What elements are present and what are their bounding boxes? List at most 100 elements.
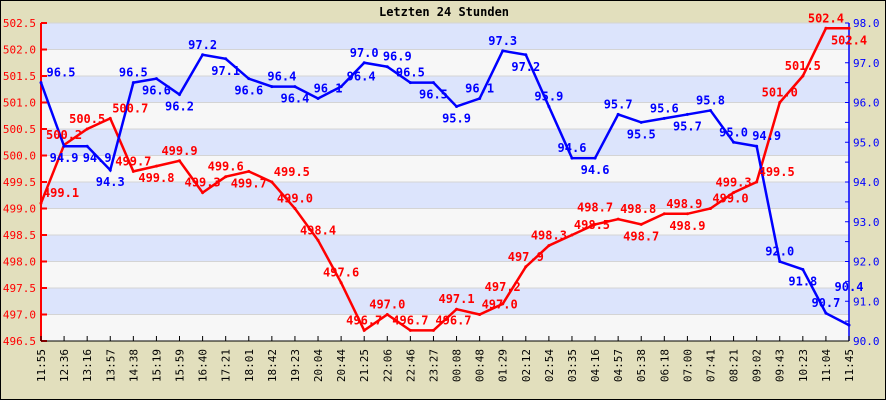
data-point xyxy=(501,49,505,53)
data-label: 501.5 xyxy=(785,59,821,73)
x-axis-tick-label: 17:21 xyxy=(220,349,233,382)
data-point xyxy=(270,180,274,184)
data-label: 96.5 xyxy=(119,66,148,80)
data-label: 498.3 xyxy=(531,229,567,243)
data-label: 499.9 xyxy=(161,144,197,158)
data-point xyxy=(62,144,66,148)
data-point xyxy=(108,168,112,172)
right-axis-tick-label: 97.0 xyxy=(853,57,880,70)
right-axis-tick-label: 98.0 xyxy=(853,17,880,30)
data-label: 97.3 xyxy=(488,34,517,48)
x-axis-tick-label: 03:35 xyxy=(566,349,579,382)
data-label: 97.1 xyxy=(211,64,240,78)
x-axis-tick-label: 13:16 xyxy=(81,349,94,382)
data-label: 94.9 xyxy=(83,151,112,165)
x-axis-tick-label: 01:29 xyxy=(497,349,510,382)
data-label: 497.9 xyxy=(508,250,544,264)
grid-band xyxy=(41,129,849,156)
left-axis-tick-label: 500.5 xyxy=(3,123,36,136)
data-point xyxy=(131,81,135,85)
data-label: 499.8 xyxy=(138,171,174,185)
data-point xyxy=(524,265,528,269)
data-point xyxy=(224,57,228,61)
data-label: 498.9 xyxy=(666,197,702,211)
data-point xyxy=(224,175,228,179)
data-label: 500.2 xyxy=(46,128,82,142)
right-axis-tick-label: 94.0 xyxy=(853,176,880,189)
x-axis-tick-label: 22:06 xyxy=(381,349,394,382)
data-point xyxy=(247,77,251,81)
left-axis-tick-label: 498.5 xyxy=(3,229,36,242)
left-axis-tick-label: 502.5 xyxy=(3,17,36,30)
data-point xyxy=(593,222,597,226)
data-label: 95.6 xyxy=(650,101,679,115)
data-point xyxy=(639,120,643,124)
series-line-left xyxy=(39,27,849,333)
data-label: 496.7 xyxy=(435,313,471,327)
data-point xyxy=(85,144,89,148)
data-point xyxy=(131,169,135,173)
data-label: 95.0 xyxy=(719,125,748,139)
data-label: 92.0 xyxy=(765,245,794,259)
x-axis-tick-label: 07:41 xyxy=(704,349,717,382)
data-point xyxy=(778,101,782,104)
data-point xyxy=(270,85,274,89)
data-label: 497.1 xyxy=(438,292,474,306)
x-axis-tick-label: 11:45 xyxy=(843,349,856,382)
data-label: 496.7 xyxy=(346,313,382,327)
x-axis-tick-label: 19:23 xyxy=(289,349,302,382)
data-label: 97.2 xyxy=(511,60,540,74)
grid-band xyxy=(41,23,849,50)
data-point xyxy=(662,116,666,120)
data-label: 96.1 xyxy=(465,82,494,96)
data-point xyxy=(178,159,182,163)
x-axis-tick-label: 12:36 xyxy=(58,349,71,382)
data-point xyxy=(847,323,851,327)
data-label: 96.5 xyxy=(396,66,425,80)
x-axis-tick-label: 23:27 xyxy=(427,349,440,382)
grid-band xyxy=(41,155,849,182)
grid-band xyxy=(41,49,849,76)
x-axis-tick-label: 21:25 xyxy=(358,349,371,382)
data-point xyxy=(455,104,459,108)
data-point xyxy=(662,212,666,216)
data-point xyxy=(108,116,112,120)
data-label: 94.6 xyxy=(581,163,610,177)
data-label: 95.7 xyxy=(604,97,633,111)
data-label: 498.7 xyxy=(577,200,613,214)
data-point xyxy=(478,97,482,101)
data-label: 497.2 xyxy=(485,280,521,294)
x-axis-tick-label: 09:02 xyxy=(751,349,764,382)
x-axis-tick-label: 20:44 xyxy=(335,349,348,382)
data-point xyxy=(431,328,435,332)
data-point xyxy=(616,217,620,221)
x-axis-tick-label: 04:57 xyxy=(612,349,625,382)
data-point xyxy=(547,104,551,108)
x-axis-tick-label: 15:59 xyxy=(174,349,187,382)
data-point xyxy=(408,81,412,85)
data-label: 499.0 xyxy=(712,192,748,206)
data-label: 96.5 xyxy=(47,66,76,80)
data-label: 96.6 xyxy=(234,84,263,98)
data-label: 96.2 xyxy=(165,100,194,114)
right-axis-tick-label: 95.0 xyxy=(853,136,880,149)
x-axis-tick-label: 08:21 xyxy=(728,349,741,382)
data-point xyxy=(801,74,805,78)
data-label: 498.8 xyxy=(620,202,656,216)
data-point xyxy=(293,85,297,89)
data-label: 90.7 xyxy=(811,296,840,310)
x-axis-tick-label: 06:18 xyxy=(658,349,671,382)
data-point xyxy=(339,281,343,285)
grid-band xyxy=(41,182,849,209)
data-point xyxy=(824,26,828,30)
data-point xyxy=(362,328,366,332)
data-point xyxy=(778,260,782,263)
data-point xyxy=(178,93,182,97)
data-label: 500.5 xyxy=(69,112,105,126)
x-axis-tick-label: 10:23 xyxy=(797,349,810,382)
x-axis-tick-label: 04:16 xyxy=(589,349,602,382)
data-label: 95.8 xyxy=(696,93,725,107)
data-point xyxy=(362,61,366,65)
